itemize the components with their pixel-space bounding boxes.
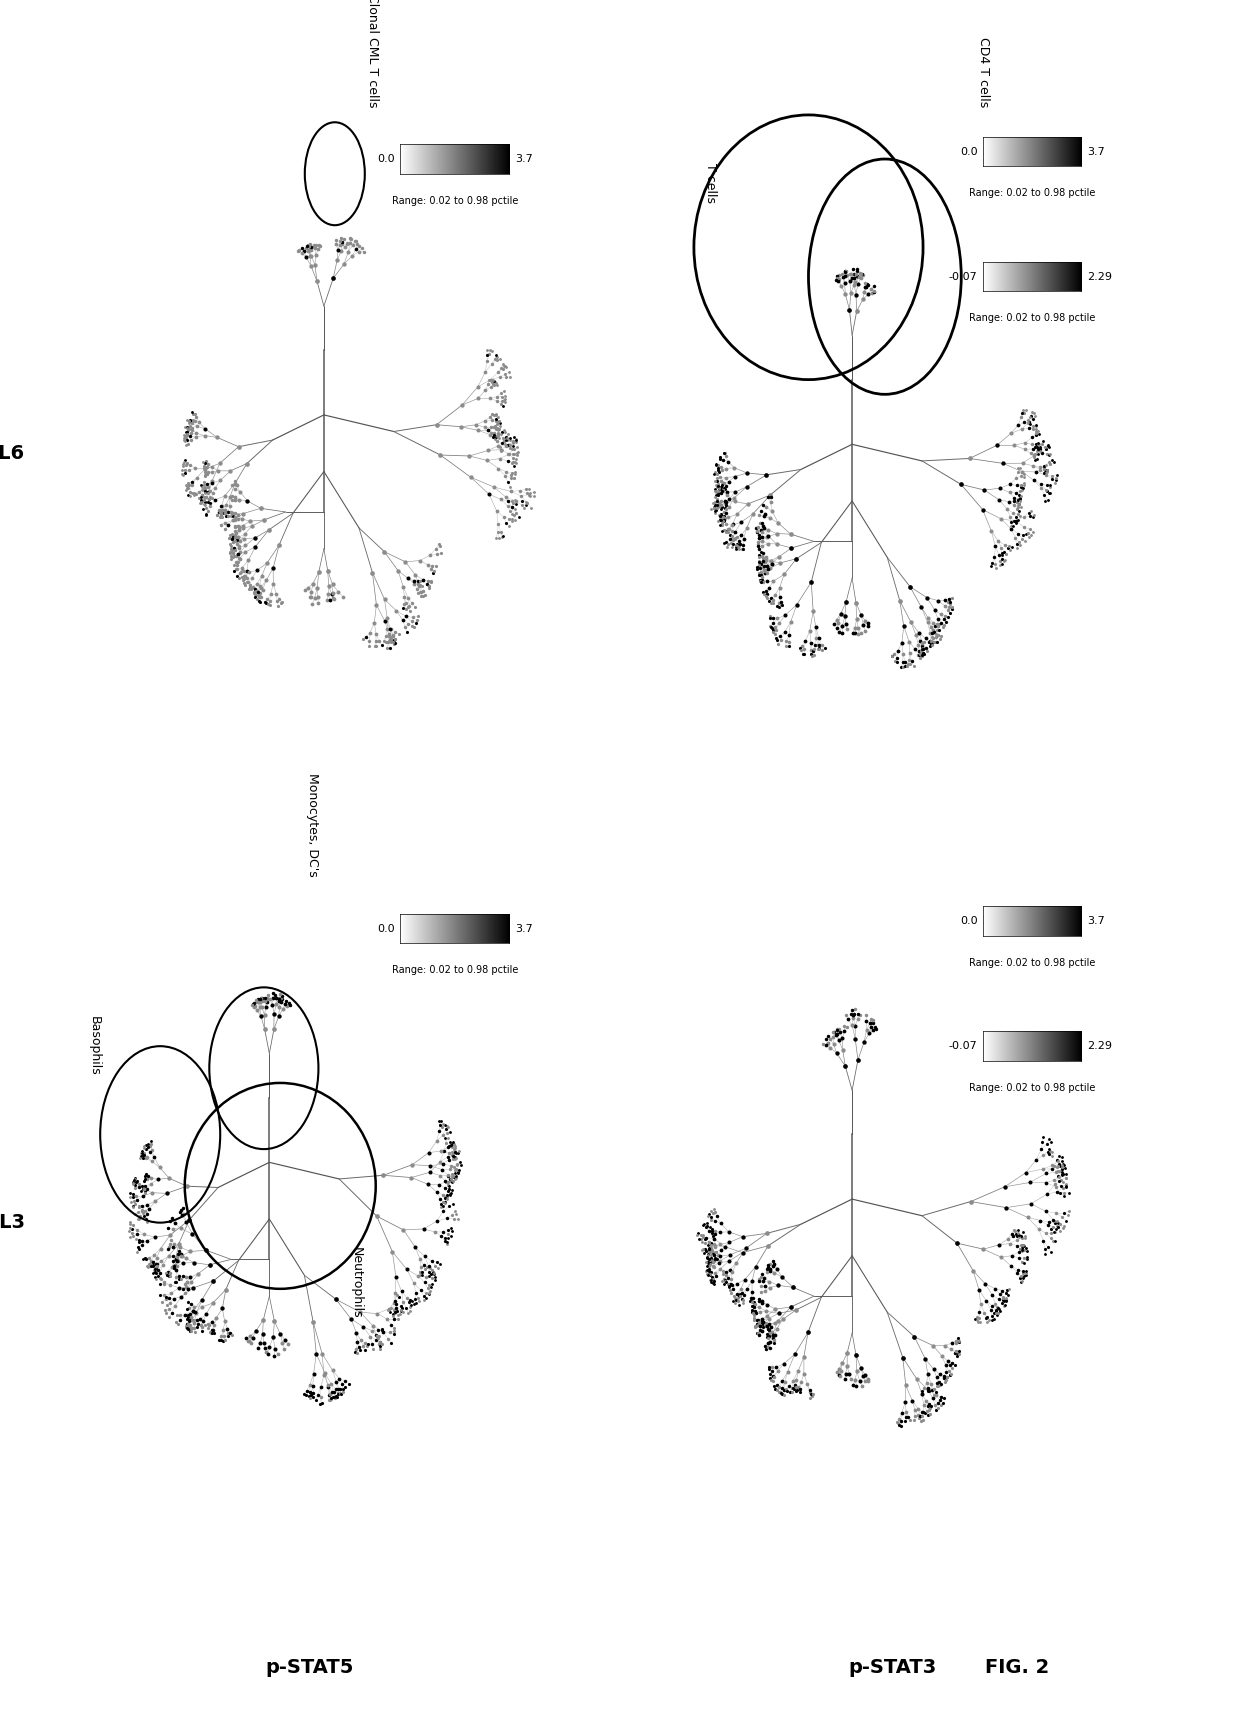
Text: -0.07: -0.07	[949, 1041, 977, 1052]
Text: Range: 0.02 to 0.98 pctile: Range: 0.02 to 0.98 pctile	[968, 313, 1095, 323]
Text: Basophils: Basophils	[88, 1016, 102, 1076]
Text: IL3: IL3	[0, 1212, 25, 1233]
Text: 0.0: 0.0	[960, 147, 977, 157]
Text: Monocytes, DC's: Monocytes, DC's	[306, 773, 320, 877]
Text: 0.0: 0.0	[377, 923, 394, 934]
Text: Range: 0.02 to 0.98 pctile: Range: 0.02 to 0.98 pctile	[968, 958, 1095, 968]
Text: 3.7: 3.7	[1086, 147, 1105, 157]
Text: T cells: T cells	[704, 162, 717, 203]
Text: Range: 0.02 to 0.98 pctile: Range: 0.02 to 0.98 pctile	[392, 197, 518, 205]
Text: 2.29: 2.29	[1086, 1041, 1112, 1052]
Text: Range: 0.02 to 0.98 pctile: Range: 0.02 to 0.98 pctile	[968, 1082, 1095, 1093]
Text: -0.07: -0.07	[949, 272, 977, 282]
Text: IL6: IL6	[0, 443, 25, 463]
Text: Neutrophils: Neutrophils	[350, 1247, 363, 1318]
Text: Range: 0.02 to 0.98 pctile: Range: 0.02 to 0.98 pctile	[392, 964, 518, 975]
Text: 3.7: 3.7	[1086, 917, 1105, 927]
Text: FIG. 2: FIG. 2	[985, 1657, 1049, 1678]
Text: 2.29: 2.29	[1086, 272, 1112, 282]
Text: CD4 T cells: CD4 T cells	[977, 38, 990, 108]
Text: 0.0: 0.0	[960, 917, 977, 927]
Text: 0.0: 0.0	[377, 154, 394, 164]
Text: 3.7: 3.7	[515, 923, 533, 934]
Text: p-STAT3: p-STAT3	[848, 1657, 937, 1678]
Text: p-STAT5: p-STAT5	[265, 1657, 355, 1678]
Text: Clonal CML T cells: Clonal CML T cells	[367, 0, 379, 108]
Text: Range: 0.02 to 0.98 pctile: Range: 0.02 to 0.98 pctile	[968, 188, 1095, 198]
Text: 3.7: 3.7	[515, 154, 533, 164]
